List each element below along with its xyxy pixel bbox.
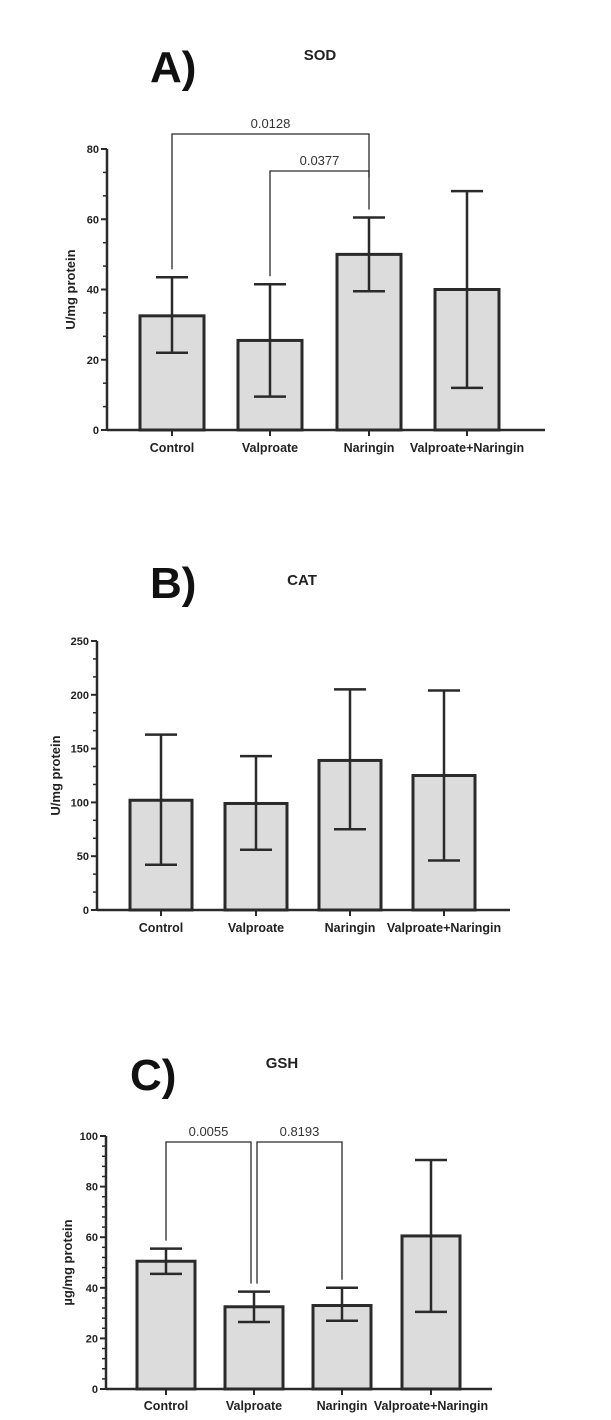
- significance-bracket: [165, 1141, 252, 1284]
- x-tick-label: Valproate+Naringin: [387, 921, 501, 935]
- panel-label: B): [150, 559, 196, 608]
- p-value-label: 0.0377: [300, 153, 340, 168]
- chart-title: SOD: [304, 47, 337, 64]
- y-tick-label: 50: [77, 851, 89, 863]
- x-tick-label: Valproate+Naringin: [374, 1399, 488, 1413]
- panel-label: A): [150, 43, 196, 92]
- y-tick-label: 80: [86, 1182, 98, 1194]
- y-tick-label: 80: [87, 144, 99, 156]
- y-tick-label: 20: [87, 355, 99, 367]
- chart-title: CAT: [287, 572, 317, 589]
- y-tick-label: 100: [71, 797, 89, 809]
- y-tick-label: 40: [87, 285, 99, 297]
- x-tick-label: Naringin: [325, 921, 376, 935]
- panel-label: C): [130, 1051, 176, 1100]
- y-axis-label: µg/mg protein: [60, 1219, 75, 1305]
- x-tick-label: Valproate: [228, 921, 284, 935]
- y-tick-label: 0: [92, 1384, 98, 1396]
- chart-cat: B) CAT U/mg protein 0 50 100 150 200 250 Control V…: [48, 559, 510, 935]
- y-tick-label: 0: [83, 905, 89, 917]
- x-tick-label: Valproate: [242, 441, 298, 455]
- p-value-label: 0.0055: [189, 1124, 229, 1139]
- y-tick-label: 250: [71, 636, 89, 648]
- y-tick-label: 0: [93, 425, 99, 437]
- significance-bracket: [171, 133, 370, 270]
- p-value-label: 0.8193: [280, 1124, 320, 1139]
- x-tick-label: Control: [144, 1399, 188, 1413]
- x-tick-label: Naringin: [344, 441, 395, 455]
- y-tick-label: 100: [80, 1131, 98, 1143]
- significance-bracket: [256, 1141, 343, 1284]
- bar-control: [135, 1259, 197, 1391]
- y-tick-label: 60: [87, 214, 99, 226]
- x-tick-label: Control: [150, 441, 194, 455]
- y-axis-label: U/mg protein: [63, 249, 78, 329]
- y-tick-label: 20: [86, 1333, 98, 1345]
- chart-gsh: C) GSH µg/mg protein 0 20 40 60 80 100 Control Val…: [60, 1051, 492, 1413]
- y-tick-label: 150: [71, 744, 89, 756]
- significance-bracket: [269, 170, 370, 277]
- x-tick-label: Control: [139, 921, 183, 935]
- y-tick-label: 40: [86, 1283, 98, 1295]
- y-tick-label: 200: [71, 690, 89, 702]
- p-value-label: 0.0128: [251, 116, 291, 131]
- x-tick-label: Naringin: [317, 1399, 368, 1413]
- x-tick-label: Valproate+Naringin: [410, 441, 524, 455]
- y-axis-label: U/mg protein: [48, 735, 63, 815]
- y-tick-label: 60: [86, 1232, 98, 1244]
- x-tick-label: Valproate: [226, 1399, 282, 1413]
- chart-sod: A) SOD U/mg protein 0 20 40 60 80 Control Valproa…: [63, 43, 545, 455]
- chart-title: GSH: [266, 1055, 299, 1072]
